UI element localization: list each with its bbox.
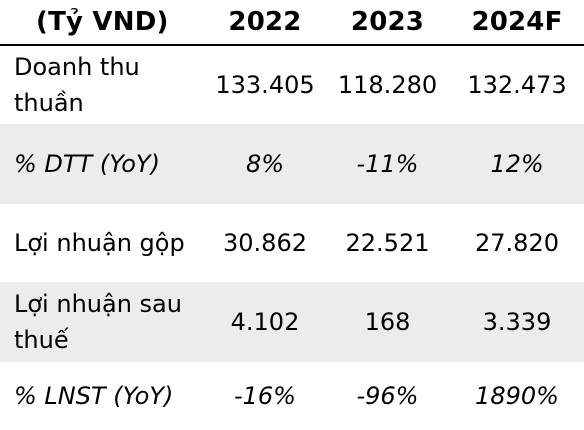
year-header: 2024F [471,7,563,37]
row-label: % LNST (YoY) [14,382,174,410]
table-row-net-profit: Lợi nhuận sau thuế 4.102 168 3.339 [0,282,584,362]
row-value: 1890% [475,382,559,410]
row-value: -11% [356,150,419,178]
row-value: 3.339 [482,308,552,336]
row-value: 22.521 [345,229,430,257]
table-header: (Tỷ VND) 2022 2023 2024F [0,0,584,46]
row-value: 8% [245,150,285,178]
row-value: 12% [490,150,544,178]
table-row-net-profit-growth: % LNST (YoY) -16% -96% 1890% [0,362,584,430]
row-value: -96% [356,382,419,410]
row-value: 168 [364,308,411,336]
row-value: 30.862 [223,229,307,257]
row-value: -16% [233,382,296,410]
row-label: % DTT (YoY) [14,150,160,178]
row-value: 27.820 [475,229,559,257]
row-label: Doanh thu thuần [14,53,140,117]
year-header: 2023 [350,7,425,37]
table-row-gross-profit: Lợi nhuận gộp 30.862 22.521 27.820 [0,204,584,282]
row-value: 4.102 [230,308,300,336]
year-header: 2022 [228,7,302,37]
table-row-revenue: Doanh thu thuần 133.405 118.280 132.473 [0,46,584,124]
row-value: 133.405 [215,71,315,99]
table-row-revenue-growth: % DTT (YoY) 8% -11% 12% [0,124,584,204]
unit-header: (Tỷ VND) [36,7,169,37]
row-label: Lợi nhuận gộp [14,229,185,257]
row-label: Lợi nhuận sau thuế [14,290,182,354]
row-value: 132.473 [467,71,567,99]
row-value: 118.280 [337,71,438,99]
